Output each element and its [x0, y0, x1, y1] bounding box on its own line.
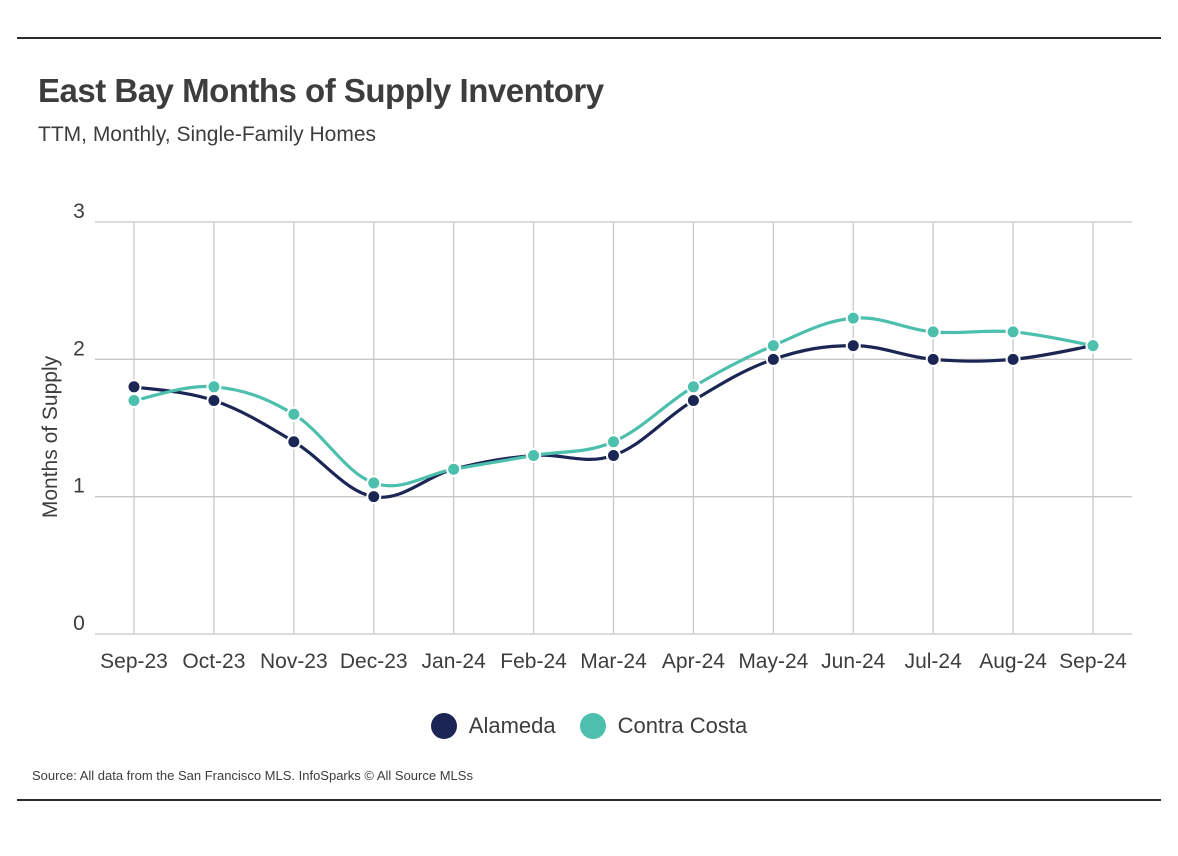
- point-contra-costa-7[interactable]: [685, 379, 701, 395]
- x-tick-label-0: Sep-23: [100, 650, 168, 673]
- y-tick-label-0: 0: [73, 612, 85, 635]
- x-tick-labels: Sep-23 Oct-23 Nov-23 Dec-23 Jan-24 Feb-24 Mar-…: [100, 650, 1127, 673]
- x-tick-label-8: May-24: [738, 650, 808, 673]
- y-tick-label-2: 2: [73, 337, 85, 360]
- point-contra-costa-0[interactable]: [126, 393, 142, 409]
- legend-item-contra-costa[interactable]: Contra Costa: [579, 713, 748, 739]
- x-tick-label-7: Apr-24: [662, 650, 725, 673]
- bottom-rule: [17, 799, 1161, 801]
- point-contra-costa-4[interactable]: [446, 461, 462, 477]
- x-tick-label-11: Aug-24: [979, 650, 1047, 673]
- y-tick-labels: 0 1 2 3: [73, 200, 85, 635]
- legend-swatch-contra-costa: [579, 713, 606, 739]
- source-note: Source: All data from the San Francisco …: [32, 768, 473, 783]
- point-contra-costa-12[interactable]: [1085, 338, 1101, 354]
- point-alameda-9[interactable]: [845, 338, 861, 354]
- point-alameda-0[interactable]: [126, 379, 142, 395]
- point-contra-costa-2[interactable]: [286, 406, 302, 422]
- point-contra-costa-5[interactable]: [526, 447, 542, 463]
- chart-title: East Bay Months of Supply Inventory: [38, 72, 604, 109]
- legend-swatch-alameda: [430, 713, 457, 739]
- x-tick-label-4: Jan-24: [422, 650, 487, 673]
- grid-lines: [95, 221, 1132, 635]
- y-axis-label: Months of Supply: [39, 355, 62, 518]
- point-alameda-6[interactable]: [606, 447, 621, 463]
- point-alameda-2[interactable]: [286, 434, 302, 450]
- x-tick-label-3: Dec-23: [340, 650, 408, 673]
- legend-label-contra-costa: Contra Costa: [617, 713, 748, 738]
- point-alameda-1[interactable]: [206, 393, 222, 409]
- legend: Alameda Contra Costa: [0, 713, 1178, 739]
- point-contra-costa-8[interactable]: [765, 338, 781, 354]
- point-alameda-7[interactable]: [685, 393, 701, 409]
- point-alameda-3[interactable]: [366, 489, 382, 505]
- x-tick-label-6: Mar-24: [580, 650, 647, 673]
- x-tick-label-12: Sep-24: [1059, 650, 1127, 673]
- x-tick-label-9: Jun-24: [821, 650, 886, 673]
- chart-subtitle: TTM, Monthly, Single-Family Homes: [38, 123, 377, 146]
- point-contra-costa-3[interactable]: [366, 475, 382, 491]
- x-tick-label-10: Jul-24: [905, 650, 963, 673]
- legend-label-alameda: Alameda: [468, 713, 556, 738]
- y-tick-label-1: 1: [73, 475, 85, 498]
- point-contra-costa-6[interactable]: [606, 434, 621, 450]
- point-contra-costa-1[interactable]: [206, 379, 222, 395]
- line-chart: 0 1 2 3 Sep-23 Oct-23 Nov-23 Dec-23 Jan-24 Feb-2…: [39, 200, 1132, 673]
- point-contra-costa-11[interactable]: [1005, 324, 1021, 340]
- y-tick-label-3: 3: [73, 200, 85, 223]
- point-alameda-8[interactable]: [765, 351, 781, 367]
- x-tick-label-2: Nov-23: [260, 650, 328, 673]
- legend-item-alameda[interactable]: Alameda: [430, 713, 556, 739]
- series-points: [126, 310, 1101, 505]
- point-contra-costa-10[interactable]: [925, 324, 941, 340]
- x-tick-label-1: Oct-23: [182, 650, 245, 673]
- point-alameda-11[interactable]: [1005, 351, 1021, 367]
- x-tick-label-5: Feb-24: [500, 650, 567, 673]
- point-contra-costa-9[interactable]: [845, 310, 861, 326]
- point-alameda-10[interactable]: [925, 351, 941, 367]
- top-rule: [17, 37, 1161, 39]
